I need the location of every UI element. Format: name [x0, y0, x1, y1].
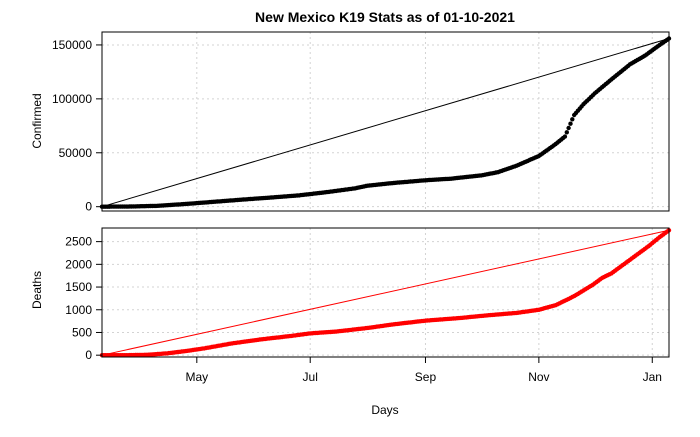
data-point — [564, 130, 569, 135]
y-tick-label: 100000 — [52, 92, 92, 106]
y-tick-label: 1500 — [65, 280, 92, 294]
plot-layer: 0 50000 100000 150000 0 500 1000 1500 2000 2500 Ma… — [52, 31, 672, 384]
panel-frame — [101, 31, 670, 212]
data-point — [566, 125, 571, 131]
x-tick-label: Jan — [643, 370, 662, 384]
data-point — [570, 117, 575, 122]
data-point — [562, 134, 568, 139]
y-tick-label: 0 — [85, 200, 92, 214]
reference-line — [101, 229, 670, 356]
y-tick-label: 50000 — [59, 146, 93, 160]
chart-title: New Mexico K19 Stats as of 01-10-2021 — [255, 9, 515, 25]
y-tick-label: 0 — [85, 348, 92, 362]
y-tick-label: 500 — [72, 325, 92, 339]
reference-line — [101, 37, 670, 208]
x-tick-label: Sep — [415, 370, 437, 384]
y-tick-label: 150000 — [52, 38, 92, 52]
y-tick-label: 1000 — [65, 303, 92, 317]
y-tick-label: 2500 — [65, 235, 92, 249]
x-tick-label: Nov — [528, 370, 549, 384]
y-tick-label: 2000 — [65, 257, 92, 271]
panel-frame — [101, 227, 670, 358]
panel-confirmed: 0 50000 100000 150000 — [52, 31, 672, 214]
y-axis-label-confirmed: Confirmed — [30, 93, 44, 148]
data-point — [568, 121, 573, 126]
panel-deaths: 0 500 1000 1500 2000 2500 — [65, 227, 672, 362]
x-tick-label: May — [185, 370, 208, 384]
y-axis-label-deaths: Deaths — [30, 271, 44, 309]
x-tick-label: Jul — [303, 370, 318, 384]
x-axis-label: Days — [371, 403, 398, 417]
